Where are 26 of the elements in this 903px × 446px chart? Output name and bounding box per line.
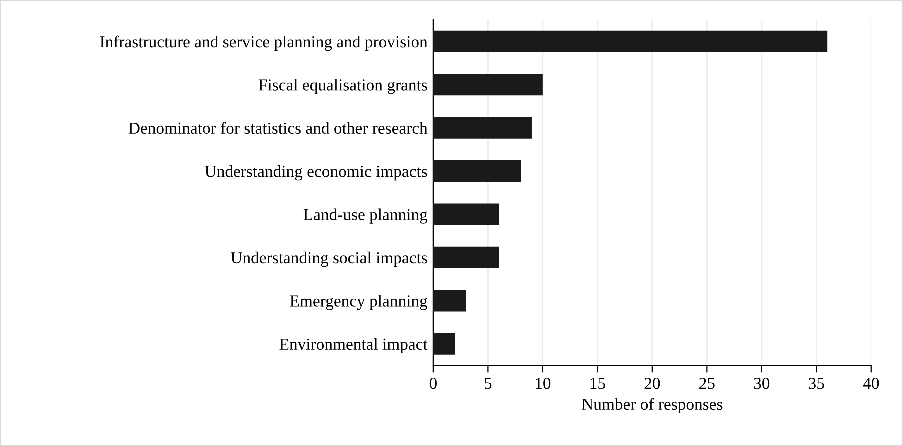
y-tick-label: Denominator for statistics and other research bbox=[128, 122, 428, 134]
x-tick-label: 0 bbox=[430, 378, 437, 390]
y-tick-label: Land-use planning bbox=[304, 208, 428, 224]
x-tick-label: 15 bbox=[590, 378, 606, 390]
x-tick-label: 25 bbox=[700, 378, 715, 390]
y-tick-label: Fiscal equalisation grants bbox=[258, 79, 428, 94]
bar bbox=[433, 160, 522, 182]
x-tick-label: 10 bbox=[536, 378, 551, 390]
x-tick-label: 40 bbox=[863, 378, 880, 390]
y-tick-label: Emergency planning bbox=[290, 295, 428, 310]
y-tick-label: Understanding social impacts bbox=[231, 252, 428, 268]
x-tick-label: 35 bbox=[809, 378, 824, 390]
x-tick-label: 5 bbox=[484, 378, 492, 390]
bar bbox=[433, 290, 466, 312]
x-tick-label: 20 bbox=[644, 378, 660, 390]
bar bbox=[433, 30, 828, 52]
x-axis-title: Number of responses bbox=[582, 398, 723, 414]
y-tick-label: Infrastructure and service planning and provision bbox=[100, 36, 428, 52]
bar bbox=[433, 74, 543, 96]
y-tick-label: Understanding economic impacts bbox=[205, 166, 428, 181]
y-tick-label: Environmental impact bbox=[280, 338, 428, 354]
bar bbox=[433, 204, 500, 226]
bar bbox=[433, 246, 500, 269]
bar bbox=[433, 117, 532, 139]
bar bbox=[433, 333, 456, 355]
x-tick-label: 30 bbox=[754, 378, 770, 390]
